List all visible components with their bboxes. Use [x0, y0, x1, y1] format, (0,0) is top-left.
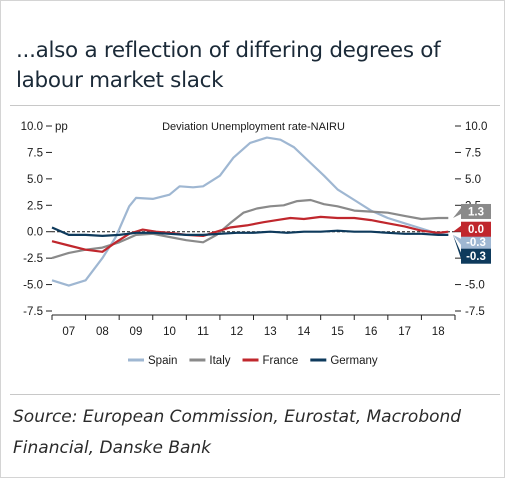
- left-y-tick-label: -5.0: [23, 280, 43, 292]
- end-labels-group: -0.31.30.0-0.3: [453, 203, 491, 264]
- x-tick-label: 10: [163, 326, 176, 338]
- end-label-italy: 1.3: [453, 203, 491, 219]
- x-tick-label: 09: [130, 326, 143, 338]
- legend: Spain Italy France Germany: [128, 355, 378, 367]
- y-unit-label: pp: [55, 121, 68, 133]
- top-divider: [10, 105, 500, 106]
- end-label-text: -0.3: [466, 251, 486, 263]
- x-tick-label: 17: [398, 326, 411, 338]
- end-label-pointer: [453, 225, 461, 232]
- end-label-spain: -0.3: [453, 234, 491, 250]
- legend-item-italy: Italy: [189, 355, 231, 367]
- chart-annotation: Deviation Unemployment rate-NAIRU: [162, 121, 345, 133]
- left-y-tick-label: 7.5: [27, 147, 43, 159]
- legend-item-spain: Spain: [128, 355, 177, 367]
- left-y-tick-label: 2.5: [27, 200, 43, 212]
- x-tick-label: 08: [96, 326, 109, 338]
- source-note: Source: European Commission, Eurostat, M…: [13, 407, 462, 458]
- x-tick-label: 13: [264, 326, 277, 338]
- series-line-germany: [51, 226, 449, 237]
- end-label-text: -0.3: [466, 237, 486, 249]
- legend-label: Germany: [330, 355, 378, 367]
- x-tick-label: 11: [197, 326, 209, 338]
- right-y-tick-label: -7.5: [465, 306, 485, 318]
- right-y-tick-label: 5.0: [465, 174, 481, 186]
- end-label-box: [461, 203, 491, 219]
- legend-label: Spain: [148, 355, 177, 367]
- end-label-pointer: [453, 234, 461, 245]
- end-label-box: [461, 248, 491, 264]
- x-tick-label: 15: [331, 326, 344, 338]
- series-line-france: [51, 215, 449, 253]
- x-tick-label: 12: [230, 326, 243, 338]
- left-y-tick-label: -2.5: [23, 253, 43, 265]
- end-label-pointer: [453, 234, 461, 259]
- x-tick-label: 07: [62, 326, 75, 338]
- legend-label: Italy: [209, 355, 230, 367]
- series-line-spain: [51, 136, 449, 287]
- end-label-text: 0.0: [468, 224, 484, 236]
- x-tick-label: 16: [365, 326, 378, 338]
- legend-item-france: France: [242, 355, 299, 367]
- x-tick-label: 14: [297, 326, 310, 338]
- end-label-text: 1.3: [468, 206, 484, 218]
- series-line-italy: [51, 198, 449, 260]
- legend-label: France: [263, 355, 299, 367]
- end-label-box: [461, 221, 491, 237]
- left-y-tick-label: 5.0: [27, 174, 43, 186]
- x-tick-label: 18: [432, 326, 445, 338]
- end-label-germany: -0.3: [453, 234, 491, 264]
- end-label-box: [461, 234, 491, 250]
- left-y-tick-label: 0.0: [27, 227, 43, 239]
- series-group: [51, 136, 449, 287]
- left-y-tick-label: -7.5: [23, 306, 43, 318]
- chart-title: ...also a reflection of differing degree…: [16, 38, 441, 93]
- bottom-divider: [10, 394, 500, 395]
- legend-item-germany: Germany: [310, 355, 378, 367]
- right-y-tick-label: -5.0: [465, 280, 485, 292]
- end-label-pointer: [453, 207, 461, 218]
- right-y-tick-label: 7.5: [465, 147, 481, 159]
- left-y-tick-label: 10.0: [21, 121, 43, 133]
- right-y-tick-label: 10.0: [465, 121, 487, 133]
- end-label-france: 0.0: [453, 221, 491, 237]
